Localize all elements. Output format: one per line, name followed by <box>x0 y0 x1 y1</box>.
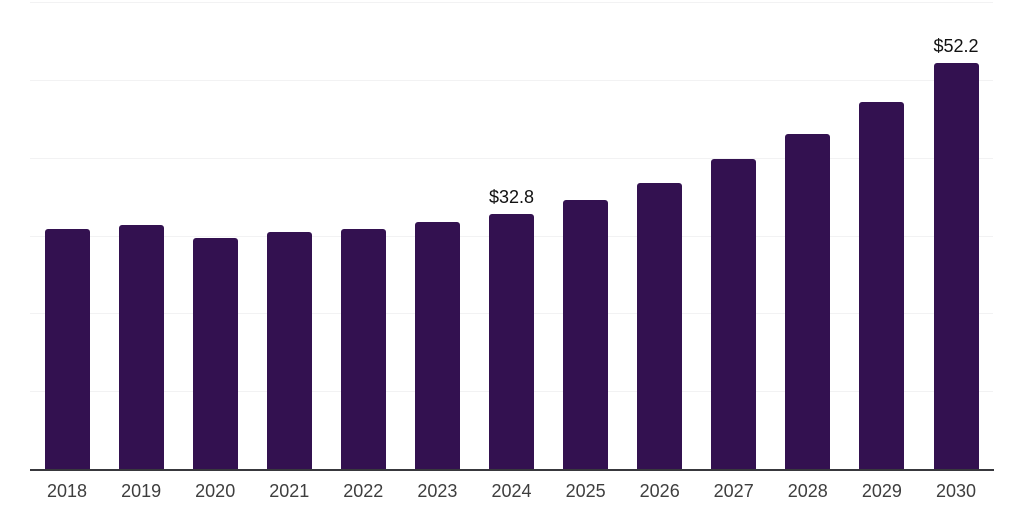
x-axis-line <box>30 469 994 471</box>
x-tick-2024: 2024 <box>491 481 532 501</box>
bar-2018 <box>44 229 90 469</box>
x-tick-2025: 2025 <box>565 481 606 501</box>
bar-2020 <box>192 237 238 469</box>
bar-2021 <box>266 231 312 469</box>
bar-2026 <box>637 182 683 469</box>
gridline <box>30 157 993 159</box>
x-tick-2023: 2023 <box>417 481 458 501</box>
x-tick-2020: 2020 <box>195 481 236 501</box>
x-tick-2018: 2018 <box>46 481 88 501</box>
plot-area: $32.8 $52.2 <box>30 2 994 471</box>
gridline <box>30 79 993 81</box>
gridline <box>30 2 993 3</box>
bar-2019 <box>118 225 164 469</box>
x-tick-2026: 2026 <box>639 481 680 501</box>
bar-2027 <box>711 159 757 469</box>
x-tick-2028: 2028 <box>787 481 828 501</box>
bar-2022 <box>340 228 386 469</box>
x-axis-labels: 2018 2019 2020 2021 2022 2023 2024 2025 2026 2027… <box>30 481 994 505</box>
bar-2030 <box>933 62 979 469</box>
data-label-2024: $32.8 <box>488 186 535 207</box>
bar-2025 <box>563 199 609 469</box>
x-tick-2022: 2022 <box>343 481 384 501</box>
bar-2028 <box>785 134 831 469</box>
x-tick-2027: 2027 <box>713 481 754 501</box>
data-label-2030: $52.2 <box>933 35 979 56</box>
bar-2024 <box>489 213 534 469</box>
x-tick-2029: 2029 <box>861 481 902 501</box>
x-tick-2019: 2019 <box>121 481 162 501</box>
x-tick-2030: 2030 <box>935 481 977 501</box>
bar-2023 <box>414 222 460 469</box>
x-tick-2021: 2021 <box>269 481 310 501</box>
bar-2029 <box>859 102 905 469</box>
